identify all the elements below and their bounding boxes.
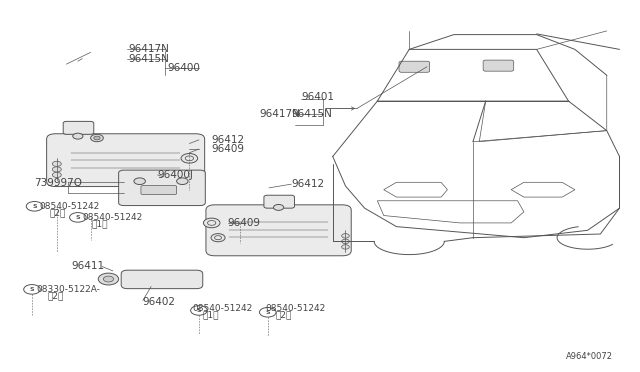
Text: 96402: 96402 <box>143 297 176 307</box>
Circle shape <box>207 221 216 225</box>
Text: 08540-51242: 08540-51242 <box>193 304 253 313</box>
Circle shape <box>211 234 225 242</box>
Text: （2）: （2） <box>47 292 63 301</box>
Text: 739997Q: 739997Q <box>35 178 83 188</box>
FancyBboxPatch shape <box>483 60 514 71</box>
Circle shape <box>342 245 349 249</box>
Circle shape <box>91 134 103 142</box>
FancyBboxPatch shape <box>206 205 351 256</box>
FancyBboxPatch shape <box>118 170 205 206</box>
Circle shape <box>103 276 113 282</box>
Text: A964*0072: A964*0072 <box>566 352 613 361</box>
Text: 96401: 96401 <box>301 92 334 102</box>
Circle shape <box>52 172 61 177</box>
Circle shape <box>52 161 61 166</box>
Circle shape <box>70 212 86 222</box>
Text: 96417N: 96417N <box>259 109 300 119</box>
Text: 96400: 96400 <box>167 63 200 73</box>
Text: 08540-51242: 08540-51242 <box>266 304 326 313</box>
Circle shape <box>181 154 198 163</box>
FancyBboxPatch shape <box>264 195 294 208</box>
Circle shape <box>52 167 61 172</box>
Text: S: S <box>29 287 35 292</box>
Text: S: S <box>266 310 270 315</box>
Circle shape <box>24 285 40 294</box>
Text: 96400J: 96400J <box>157 170 193 180</box>
Text: 96415N: 96415N <box>291 109 332 119</box>
Text: （1）: （1） <box>202 311 219 320</box>
Circle shape <box>204 218 220 228</box>
Text: S: S <box>196 308 201 313</box>
Circle shape <box>177 178 188 185</box>
Circle shape <box>342 239 349 244</box>
Text: 96409: 96409 <box>228 218 260 228</box>
Text: 96409: 96409 <box>212 144 244 154</box>
Circle shape <box>273 205 284 211</box>
Circle shape <box>342 234 349 238</box>
FancyBboxPatch shape <box>63 121 94 134</box>
Text: 96412: 96412 <box>291 179 324 189</box>
Circle shape <box>191 306 207 315</box>
Circle shape <box>73 133 83 139</box>
FancyBboxPatch shape <box>399 61 429 72</box>
Text: （1）: （1） <box>92 219 108 228</box>
Text: 96415N: 96415N <box>129 54 170 64</box>
Circle shape <box>259 308 276 317</box>
Text: 08540-51242: 08540-51242 <box>40 202 100 211</box>
Text: 96412: 96412 <box>212 135 244 145</box>
Text: 96411: 96411 <box>72 262 104 272</box>
Text: 08330-5122A-: 08330-5122A- <box>36 285 100 294</box>
FancyBboxPatch shape <box>121 270 203 289</box>
Circle shape <box>214 235 221 240</box>
Circle shape <box>94 136 100 140</box>
Text: 96417N: 96417N <box>129 44 170 54</box>
FancyBboxPatch shape <box>141 186 177 195</box>
Text: （2）: （2） <box>49 208 65 218</box>
Circle shape <box>26 202 43 211</box>
FancyBboxPatch shape <box>47 134 205 186</box>
Text: （2）: （2） <box>275 311 292 320</box>
Circle shape <box>185 156 193 161</box>
Circle shape <box>99 273 118 285</box>
Text: S: S <box>76 215 80 220</box>
Circle shape <box>134 178 145 185</box>
Text: S: S <box>32 204 37 209</box>
Text: 08540-51242: 08540-51242 <box>83 213 143 222</box>
